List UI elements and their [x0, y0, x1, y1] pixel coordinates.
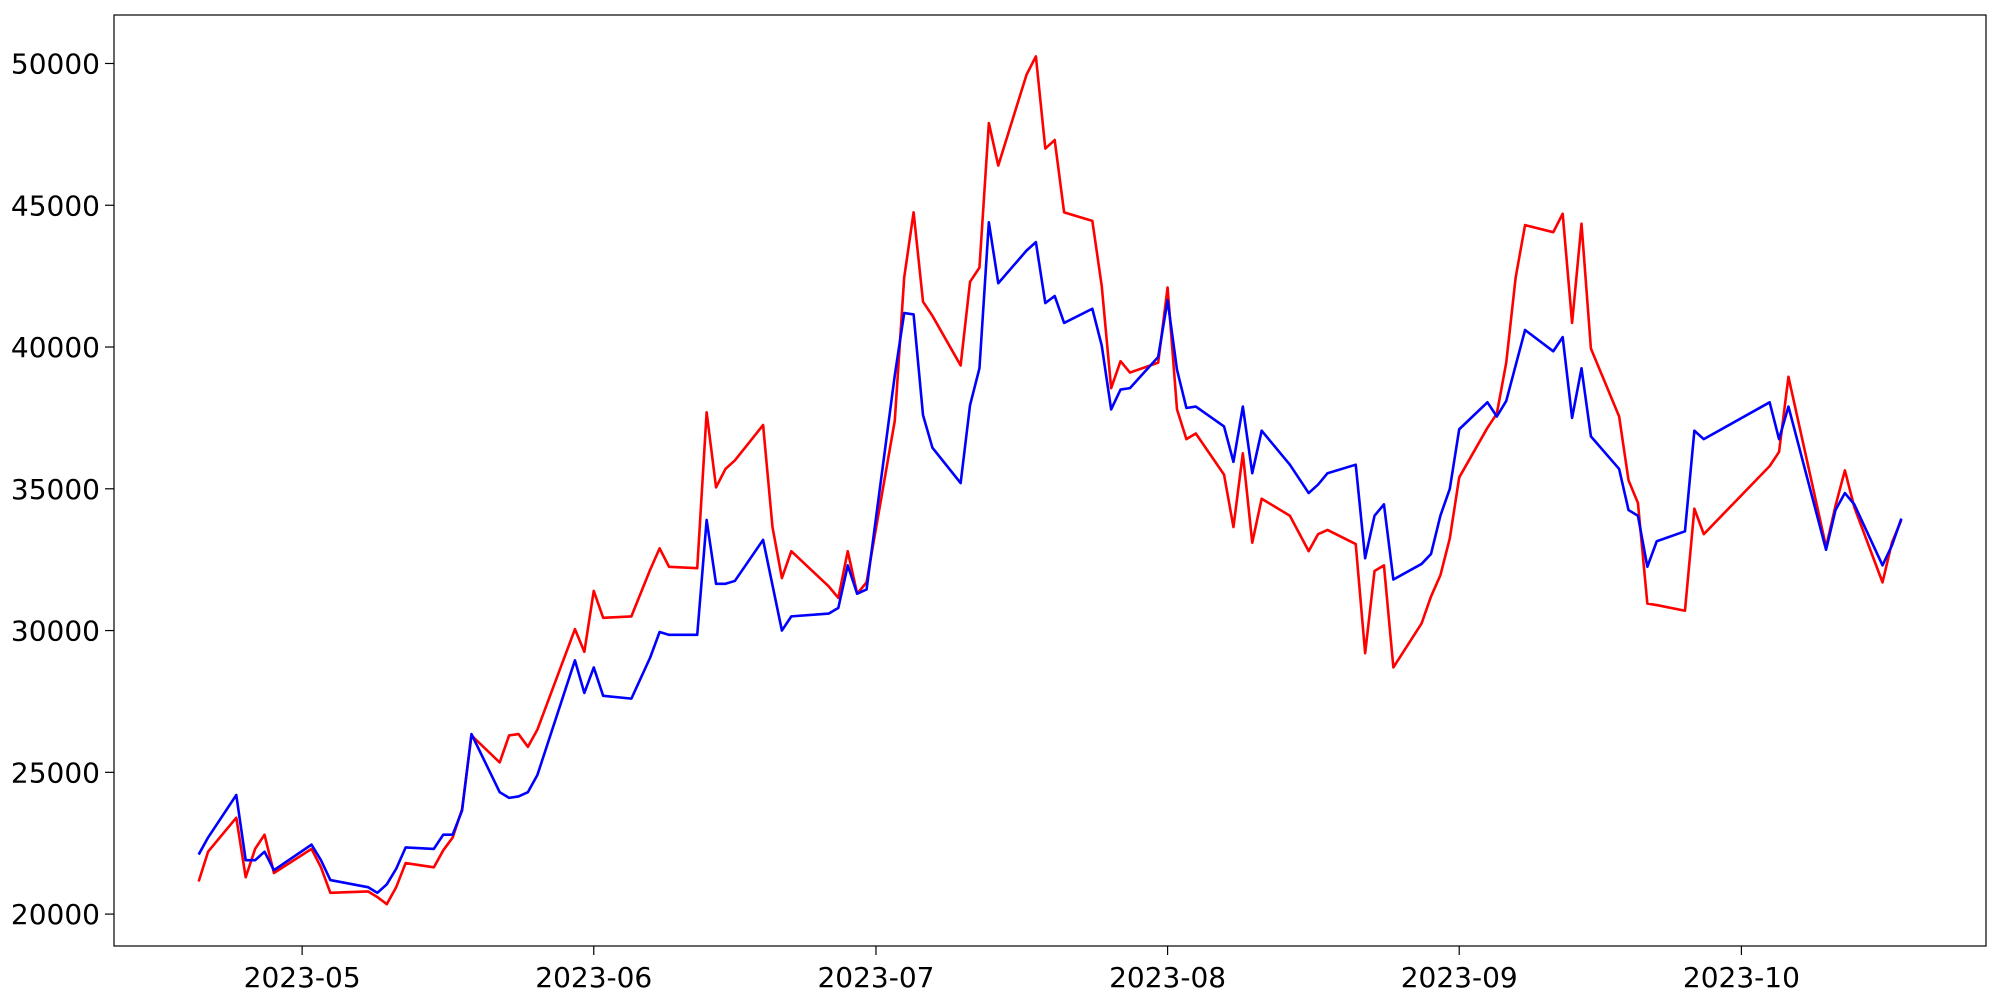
x-tick-label: 2023-08 [1109, 961, 1226, 994]
y-tick-label: 35000 [11, 473, 100, 506]
line-series [197, 220, 1903, 895]
y-tick-label: 25000 [11, 756, 100, 789]
x-tick-label: 2023-07 [817, 961, 934, 994]
x-tick-label: 2023-09 [1401, 961, 1518, 994]
line-series [197, 55, 1903, 906]
y-tick-label: 40000 [11, 331, 100, 364]
x-tick-label: 2023-06 [535, 961, 652, 994]
y-tick-label: 45000 [11, 189, 100, 222]
y-tick-label: 20000 [11, 898, 100, 931]
x-tick-label: 2023-05 [244, 961, 361, 994]
y-tick-label: 30000 [11, 615, 100, 648]
plot-frame [113, 14, 1987, 947]
y-tick-label: 50000 [11, 47, 100, 80]
x-tick-label: 2023-10 [1683, 961, 1800, 994]
